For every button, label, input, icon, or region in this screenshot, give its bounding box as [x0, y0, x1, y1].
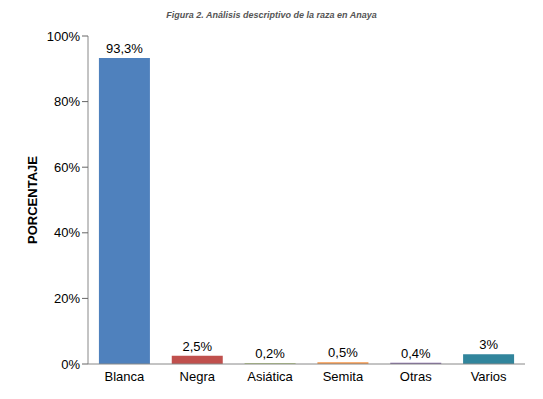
svg-text:Blanca: Blanca — [105, 369, 146, 384]
svg-text:20%: 20% — [54, 291, 80, 306]
svg-text:40%: 40% — [54, 225, 80, 240]
svg-text:100%: 100% — [47, 29, 81, 44]
svg-text:Asiática: Asiática — [247, 369, 293, 384]
html-text:Figura 2. Análisis descriptivo: Figura 2. Análisis descriptivo de la raz… — [166, 10, 377, 20]
svg-text:Negra: Negra — [180, 369, 216, 384]
svg-text:Semita: Semita — [323, 369, 364, 384]
svg-text:3%: 3% — [479, 337, 498, 352]
svg-text:0,5%: 0,5% — [328, 345, 358, 360]
svg-text:2,5%: 2,5% — [182, 339, 212, 354]
svg-text:Otras: Otras — [400, 369, 432, 384]
svg-text:Varios: Varios — [471, 369, 507, 384]
svg-text:60%: 60% — [54, 160, 80, 175]
svg-text:80%: 80% — [54, 94, 80, 109]
svg-text:PORCENTAJE: PORCENTAJE — [25, 156, 40, 244]
svg-text:0%: 0% — [61, 357, 80, 372]
svg-text:93,3%: 93,3% — [106, 41, 143, 56]
svg-text:0,4%: 0,4% — [401, 346, 431, 361]
svg-text:0,2%: 0,2% — [255, 346, 285, 361]
